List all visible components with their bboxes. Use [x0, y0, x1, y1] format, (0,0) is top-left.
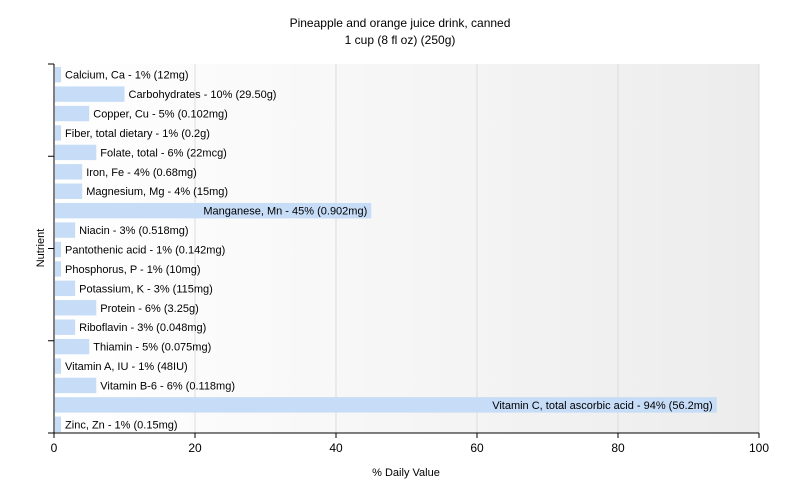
bar-label: Zinc, Zn - 1% (0.15mg) — [65, 419, 177, 431]
plot-area — [54, 64, 759, 433]
bar-label: Riboflavin - 3% (0.048mg) — [79, 322, 206, 334]
bar-label: Pantothenic acid - 1% (0.142mg) — [65, 245, 225, 257]
bar-label: Protein - 6% (3.25g) — [100, 303, 198, 315]
bar-label: Fiber, total dietary - 1% (0.2g) — [65, 128, 210, 140]
bar-label: Thiamin - 5% (0.075mg) — [93, 342, 211, 354]
bar — [55, 144, 97, 161]
x-tick-label: 100 — [749, 441, 769, 455]
bar — [55, 105, 90, 122]
bar-label: Folate, total - 6% (22mcg) — [100, 147, 227, 159]
bars: Calcium, Ca - 1% (12mg) Carbohydrates - 1… — [55, 67, 717, 432]
bar — [55, 183, 83, 199]
bar — [55, 261, 62, 277]
bar — [55, 67, 62, 83]
bar — [55, 416, 62, 432]
bar-label: Vitamin B-6 - 6% (0.118mg) — [100, 380, 235, 392]
x-axis-label: % Daily Value — [372, 467, 440, 479]
x-tick-label: 60 — [470, 441, 484, 455]
bar-label: Magnesium, Mg - 4% (15mg) — [86, 186, 228, 198]
x-tick-label: 0 — [51, 441, 58, 455]
bar — [55, 397, 717, 413]
bar-label: Calcium, Ca - 1% (12mg) — [65, 70, 188, 82]
bar — [55, 319, 76, 335]
bar — [55, 338, 90, 355]
bar — [55, 280, 76, 297]
x-tick-label: 80 — [611, 441, 625, 455]
bar — [55, 125, 62, 141]
bar-label: Vitamin A, IU - 1% (48IU) — [65, 361, 188, 373]
bar — [55, 164, 83, 180]
bar-label: Phosphorus, P - 1% (10mg) — [65, 264, 201, 276]
x-tick-label: 20 — [188, 441, 202, 455]
y-axis-label: Nutrient — [35, 229, 47, 268]
bar-label: Manganese, Mn - 45% (0.902mg) — [203, 206, 367, 218]
bar — [55, 377, 97, 394]
x-tick-label: 40 — [329, 441, 343, 455]
chart-title: Pineapple and orange juice drink, canned — [290, 16, 511, 30]
bar-label: Carbohydrates - 10% (29.50g) — [129, 89, 277, 101]
bar — [55, 300, 97, 316]
bar — [55, 86, 125, 102]
bar-label: Iron, Fe - 4% (0.68mg) — [86, 167, 197, 179]
gridlines — [194, 64, 760, 433]
chart-subtitle: 1 cup (8 fl oz) (250g) — [345, 33, 456, 47]
bar-label: Vitamin C, total ascorbic acid - 94% (56… — [492, 400, 713, 412]
bar — [55, 202, 372, 219]
bar — [55, 358, 62, 374]
bar-label: Copper, Cu - 5% (0.102mg) — [93, 109, 228, 121]
bar — [55, 241, 62, 258]
bar-label: Niacin - 3% (0.518mg) — [79, 225, 188, 237]
bar-label: Potassium, K - 3% (115mg) — [79, 283, 213, 295]
bar — [55, 222, 76, 238]
axes: 0 20 40 60 80 100 — [48, 63, 769, 455]
